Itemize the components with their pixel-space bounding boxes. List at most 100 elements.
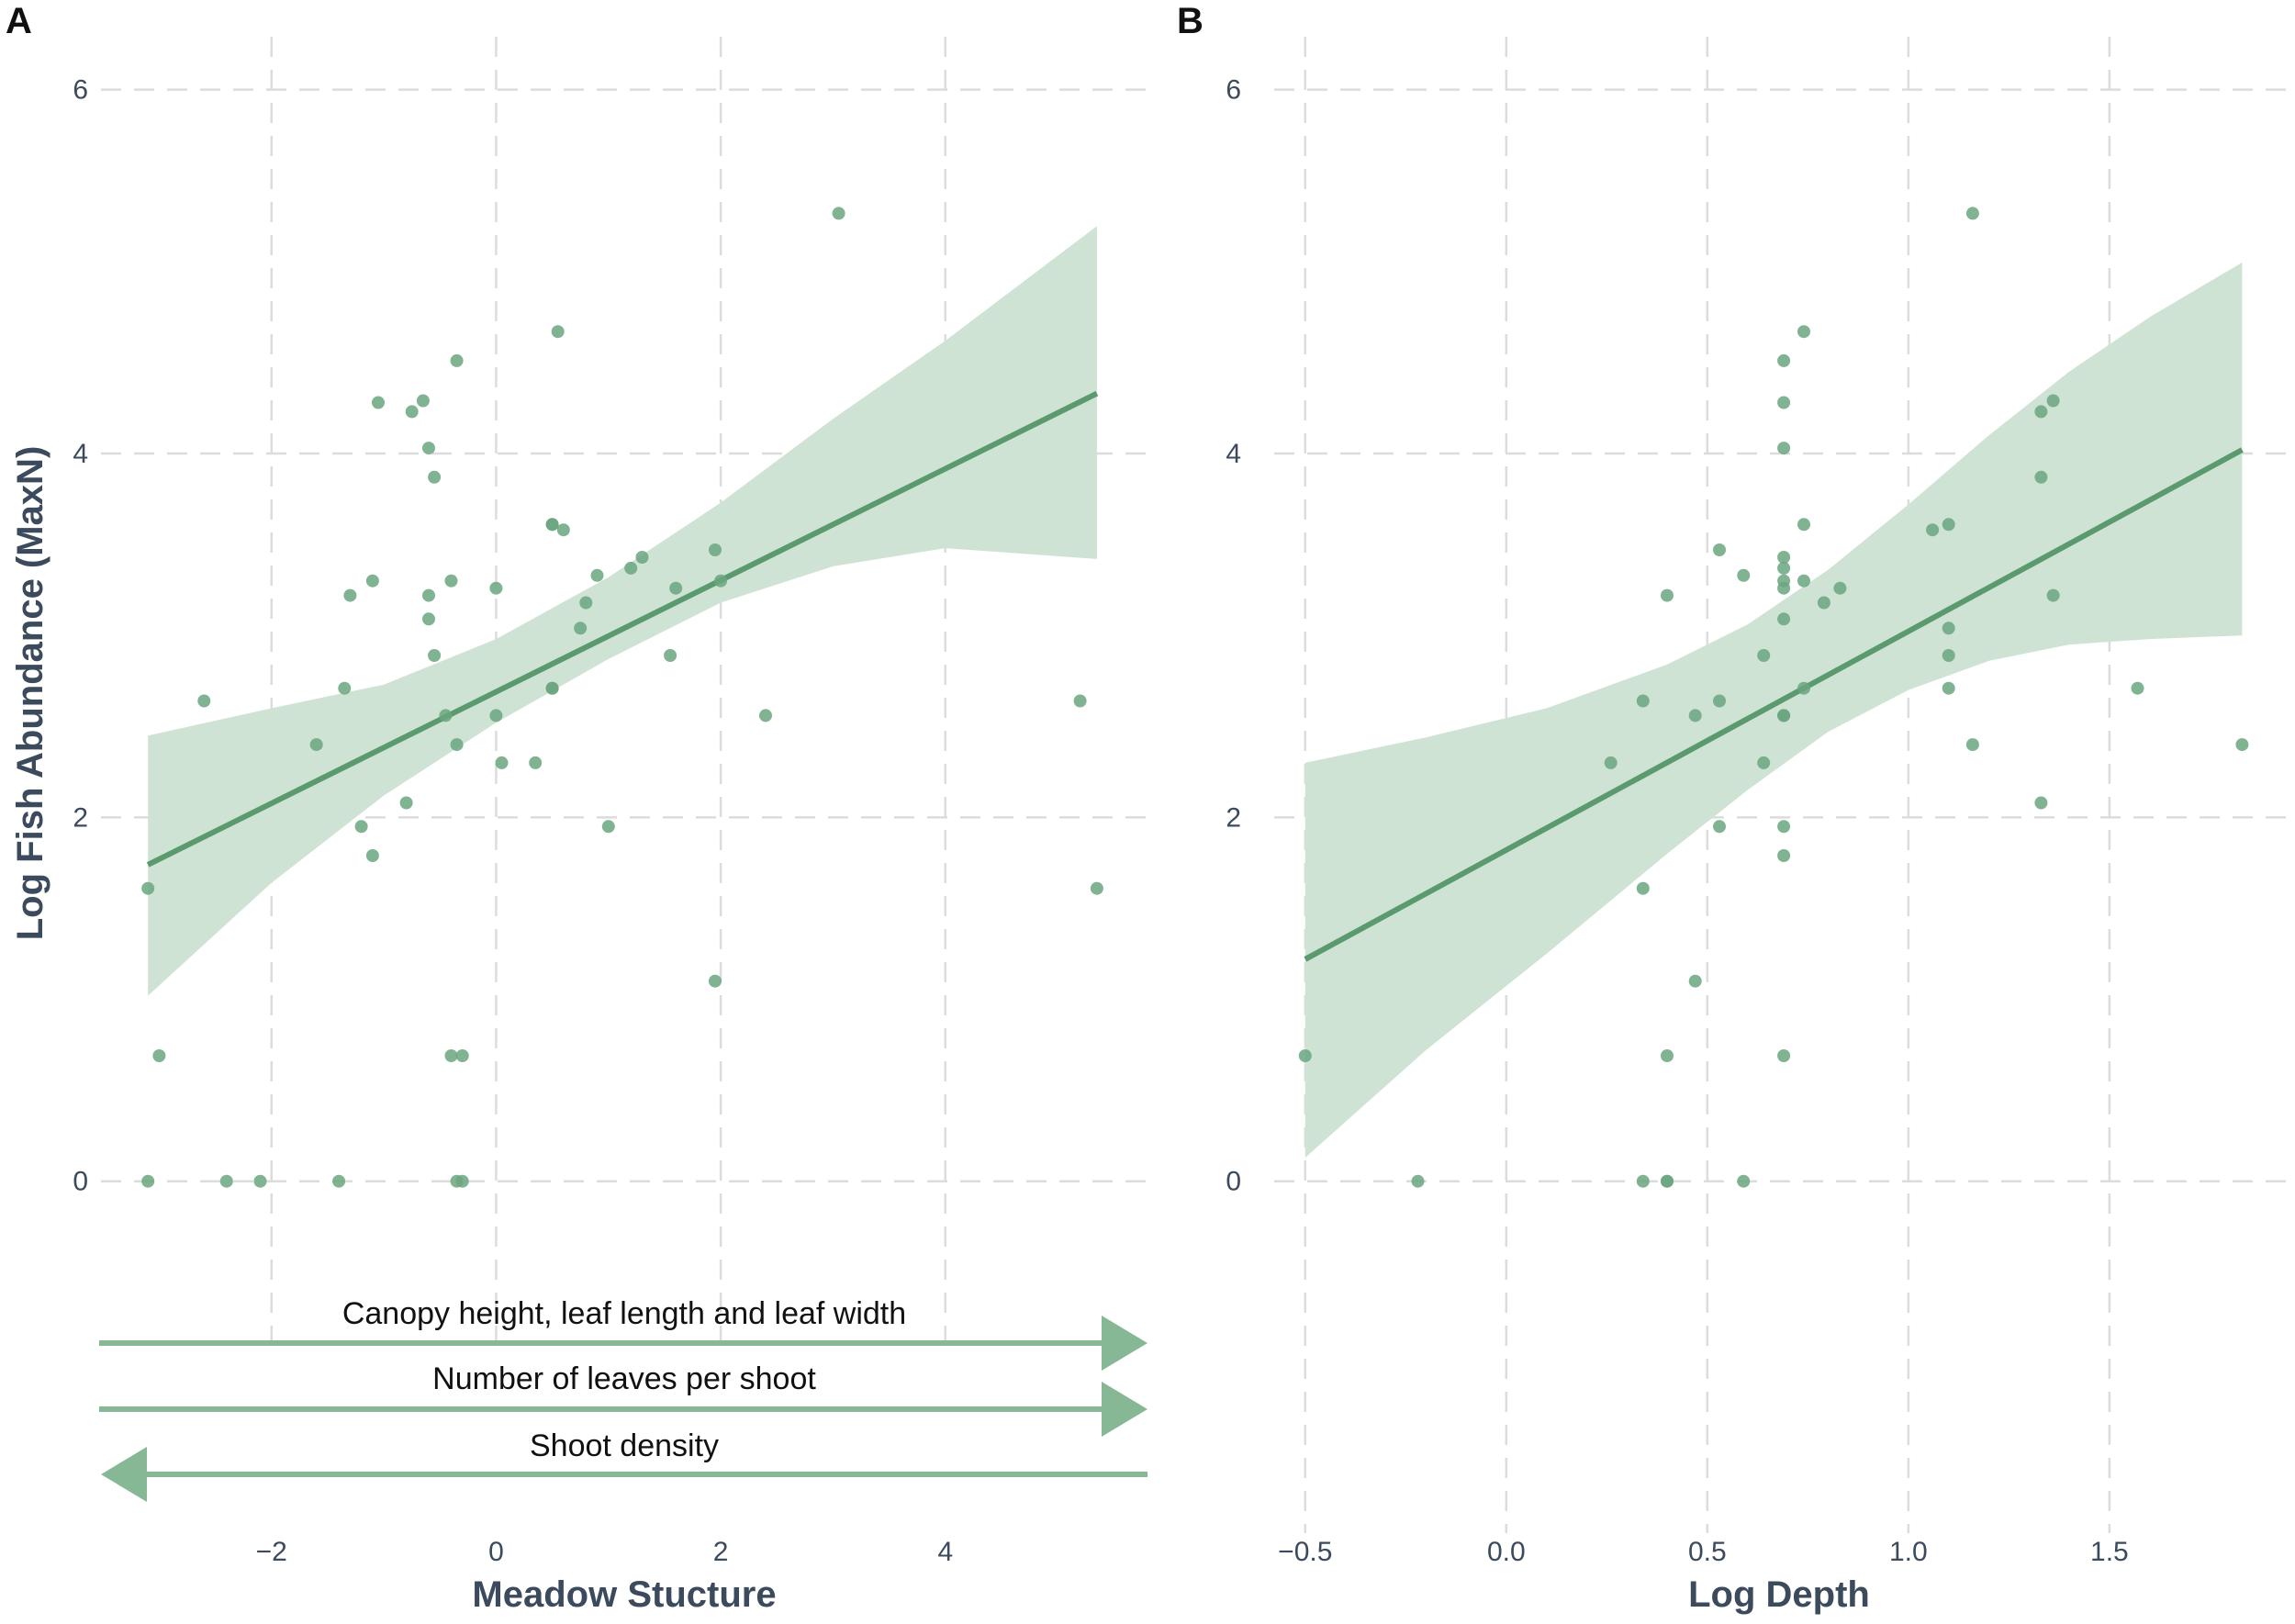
data-point xyxy=(253,1174,267,1188)
data-point xyxy=(1777,353,1791,367)
data-point xyxy=(1604,756,1618,769)
data-point xyxy=(709,543,722,556)
data-point xyxy=(714,574,728,588)
data-point xyxy=(1777,551,1791,564)
y-tick-label: 0 xyxy=(1226,1167,1241,1197)
panel-a-regression-line xyxy=(146,390,1099,868)
panel-b-x-axis-title: Log Depth xyxy=(1688,1574,1870,1615)
data-point xyxy=(590,568,604,582)
x-tick-label: 0.5 xyxy=(1688,1537,1727,1567)
y-tick-label: 6 xyxy=(1226,75,1241,106)
data-point xyxy=(219,1174,233,1188)
data-point xyxy=(1688,974,1702,988)
data-point xyxy=(574,622,588,635)
data-point xyxy=(450,738,464,752)
data-point xyxy=(1713,543,1726,556)
data-point xyxy=(1942,681,1955,695)
arrow-label-canopy: Canopy height, leaf length and leaf widt… xyxy=(342,1296,906,1331)
data-point xyxy=(1777,820,1791,834)
data-point xyxy=(601,820,615,834)
x-tick-label: 1.5 xyxy=(2090,1537,2129,1567)
data-point xyxy=(1713,694,1726,708)
data-point xyxy=(354,820,368,834)
arrow-label-leaves: Number of leaves per shoot xyxy=(432,1361,816,1396)
data-point xyxy=(1411,1174,1425,1188)
data-point xyxy=(309,738,323,752)
data-point xyxy=(422,442,435,455)
panel-a-points xyxy=(141,207,1103,1188)
data-point xyxy=(1833,581,1847,595)
panel-a-y-axis-title: Log Fish Abundance (MaxN) xyxy=(10,446,50,941)
data-point xyxy=(444,574,458,588)
arrow-head-left-icon xyxy=(101,1447,147,1502)
panel-b: −0.5 0.0 0.5 1.0 1.5 0 2 4 6 B Log Depth xyxy=(1177,1,2290,1615)
data-point xyxy=(1777,709,1791,722)
x-tick-label: −2 xyxy=(256,1537,287,1567)
data-point xyxy=(1777,396,1791,409)
data-point xyxy=(635,551,649,564)
x-tick-label: 2 xyxy=(713,1537,729,1567)
data-point xyxy=(141,881,155,895)
data-point xyxy=(545,518,559,532)
panel-a-gridlines xyxy=(101,37,1148,1354)
data-point xyxy=(372,396,385,409)
data-point xyxy=(495,756,509,769)
data-point xyxy=(1777,849,1791,862)
data-point xyxy=(1737,1174,1751,1188)
data-point xyxy=(1797,574,1810,588)
panel-b-confidence-band xyxy=(1304,262,2243,1158)
data-point xyxy=(1777,442,1791,455)
gradient-arrows: Canopy height, leaf length and leaf widt… xyxy=(99,1296,1148,1502)
arrow-label-shoot-density: Shoot density xyxy=(530,1428,719,1463)
data-point xyxy=(2034,796,2048,810)
panel-b-y-ticks: 0 2 4 6 xyxy=(1226,75,1241,1197)
x-tick-label: 0.0 xyxy=(1487,1537,1526,1567)
data-point xyxy=(455,1174,469,1188)
data-point xyxy=(1777,1049,1791,1062)
data-point xyxy=(1797,325,1810,339)
arrow-head-right-icon xyxy=(1102,1382,1148,1437)
data-point xyxy=(1688,709,1702,722)
data-point xyxy=(332,1174,346,1188)
data-point xyxy=(664,649,677,662)
panel-b-x-ticks: −0.5 0.0 0.5 1.0 1.5 xyxy=(1278,1537,2129,1567)
panel-a-confidence-band xyxy=(148,226,1097,996)
panel-a-x-axis-title: Meadow Stucture xyxy=(472,1574,776,1615)
data-point xyxy=(2046,394,2060,408)
data-point xyxy=(1636,1174,1650,1188)
data-point xyxy=(2034,405,2048,419)
data-point xyxy=(365,574,379,588)
data-point xyxy=(1817,596,1830,610)
data-point xyxy=(1073,694,1087,708)
data-point xyxy=(1661,1174,1674,1188)
data-point xyxy=(450,353,464,367)
data-point xyxy=(197,694,211,708)
data-point xyxy=(1713,820,1726,834)
data-point xyxy=(1636,694,1650,708)
data-point xyxy=(1777,561,1791,575)
data-point xyxy=(709,974,722,988)
data-point xyxy=(343,588,357,602)
y-tick-label: 2 xyxy=(1226,802,1241,833)
panel-b-letter: B xyxy=(1177,1,1203,41)
x-tick-label: 4 xyxy=(937,1537,953,1567)
data-point xyxy=(669,581,683,595)
data-point xyxy=(428,649,442,662)
data-point xyxy=(489,709,503,722)
data-point xyxy=(2235,738,2249,752)
data-point xyxy=(1737,568,1751,582)
data-point xyxy=(1090,881,1103,895)
data-point xyxy=(1942,649,1955,662)
data-point xyxy=(365,849,379,862)
data-point xyxy=(759,709,772,722)
data-point xyxy=(1926,523,1940,537)
data-point xyxy=(1636,881,1650,895)
data-point xyxy=(556,523,570,537)
data-point xyxy=(455,1049,469,1062)
arrow-head-right-icon xyxy=(1102,1316,1148,1371)
x-tick-label: 1.0 xyxy=(1889,1537,1928,1567)
data-point xyxy=(579,596,593,610)
y-tick-label: 4 xyxy=(73,439,88,469)
data-point xyxy=(2046,588,2060,602)
